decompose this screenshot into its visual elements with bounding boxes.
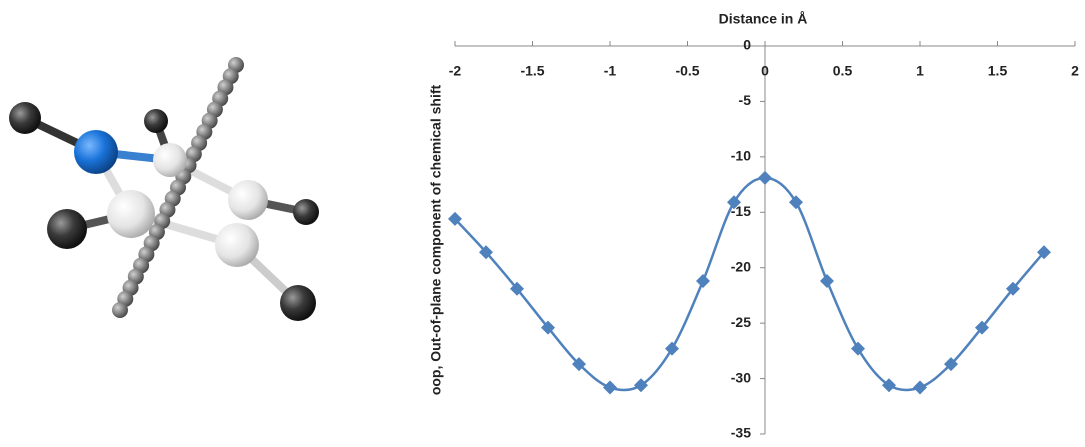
y-tick-label: -30: [731, 369, 751, 385]
x-axis-title: Distance in Å: [719, 11, 808, 27]
y-tick-label: -5: [739, 92, 752, 108]
atom: [228, 180, 268, 220]
atom: [144, 109, 168, 133]
atom: [293, 199, 319, 225]
x-tick-label: -1.5: [520, 63, 544, 79]
atom: [107, 190, 155, 238]
atom: [153, 143, 187, 177]
bead: [112, 302, 128, 318]
atom: [74, 130, 118, 174]
x-tick-label: -1: [604, 63, 617, 79]
x-tick-label: 0.5: [833, 63, 853, 79]
atom: [280, 285, 316, 321]
data-point: [603, 380, 617, 394]
data-point: [665, 342, 679, 356]
figure: Distance in Å oop, Out-of-plane componen…: [0, 0, 1085, 442]
y-axis-title: oop, Out-of-plane component of chemical …: [428, 85, 444, 396]
y-tick-label: 0: [743, 37, 751, 53]
x-tick-label: 1: [916, 63, 924, 79]
y-tick-label: -25: [731, 314, 751, 330]
x-tick-label: 2: [1071, 63, 1079, 79]
data-point: [758, 171, 772, 185]
data-point: [851, 342, 865, 356]
molecule: [9, 57, 319, 321]
y-tick-label: -10: [731, 148, 751, 164]
data-point: [696, 274, 710, 288]
x-tick-label: -2: [449, 63, 462, 79]
x-tick-label: -0.5: [675, 63, 699, 79]
data-point: [820, 274, 834, 288]
atom: [47, 209, 87, 249]
x-tick-label: 1.5: [988, 63, 1008, 79]
y-tick-label: -20: [731, 258, 751, 274]
atom: [9, 102, 41, 134]
atom: [215, 223, 259, 267]
data-point: [913, 380, 927, 394]
data-point: [789, 195, 803, 209]
x-tick-label: 0: [761, 63, 769, 79]
y-tick-label: -35: [731, 425, 751, 441]
